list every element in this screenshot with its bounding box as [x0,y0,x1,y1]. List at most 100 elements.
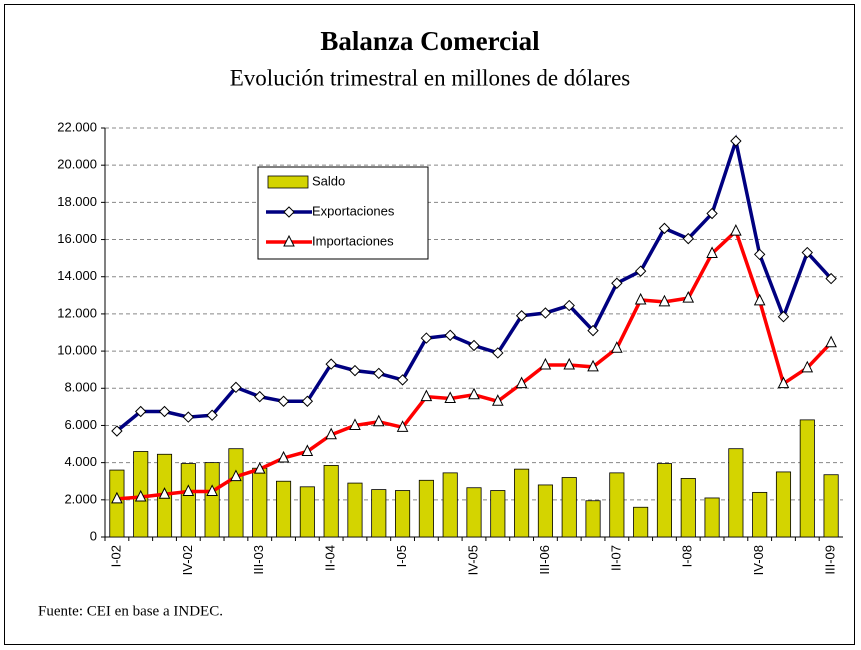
diamond-marker [230,381,242,394]
x-tick-label: IV-08 [751,545,766,575]
source-note: Fuente: CEI en base a INDEC. [38,603,223,619]
bar [347,482,363,538]
triangle-marker [420,389,433,402]
triangle-marker [825,335,837,348]
bar [228,448,244,538]
triangle-marker [444,391,457,403]
triangle-marker [491,394,504,406]
triangle-marker [396,420,409,432]
y-tick-label: 2.000 [64,491,97,506]
bar [585,500,601,538]
diamond-marker [135,405,147,418]
triangle-marker [111,491,123,504]
bar [418,479,434,538]
bar [561,477,577,538]
legend-label: Saldo [312,173,345,188]
diamond-marker [658,222,671,235]
triangle-marker [730,224,742,236]
triangle-marker [230,469,242,482]
chart-subtitle: Evolución trimestral en millones de dóla… [230,65,631,90]
y-tick-label: 4.000 [64,454,97,469]
diamond-marker [325,358,337,370]
bar [823,474,839,538]
triangle-marker [777,376,790,389]
bar [514,468,530,538]
triangle-marker [801,360,814,373]
frame [4,4,855,645]
bar [609,472,625,538]
bar [276,480,292,538]
diamond-marker [706,207,718,220]
diamond-marker [373,367,385,380]
bar [466,487,482,538]
diamond-marker [349,364,361,377]
bar [680,478,696,538]
legend-swatch [267,175,309,189]
bar [204,462,220,538]
diamond-marker [587,324,599,337]
bar [323,465,339,538]
triangle-marker [587,359,599,372]
y-tick-label: 18.000 [57,194,97,209]
y-tick-label: 8.000 [64,380,97,395]
x-tick-label: III-09 [823,545,838,575]
diamond-marker [111,425,123,437]
x-tick-label: III-03 [251,545,266,575]
triangle-marker [753,293,766,306]
bar [442,472,458,538]
diamond-marker [301,395,314,407]
triangle-marker [253,462,266,474]
diamond-marker [825,272,837,285]
diamond-marker [492,347,504,359]
diamond-marker [206,409,218,421]
triangle-marker [372,414,385,427]
bar [252,467,268,538]
diamond-marker [753,248,766,261]
diamond-marker [634,265,647,277]
diamond-marker [158,405,171,418]
x-tick-label: I-05 [394,545,409,567]
diamond-marker [539,307,552,319]
x-tick-label: II-04 [323,545,338,571]
triangle-marker [158,487,171,499]
x-tick-label: IV-02 [180,545,195,575]
diamond-marker [563,299,575,312]
diamond-marker [777,310,790,323]
y-tick-label: 22.000 [57,119,97,134]
triangle-marker [539,357,552,370]
diamond-marker [801,246,813,259]
diamond-marker [468,339,480,352]
triangle-marker [706,246,718,258]
bar [371,489,387,538]
x-tick-label: II-07 [608,545,623,571]
triangle-marker [468,387,480,400]
x-tick-label: I-02 [108,545,123,567]
triangle-marker [682,290,695,303]
diamond-marker [420,332,433,344]
triangle-marker [634,292,647,305]
diamond-marker [444,329,456,341]
bar [799,419,815,538]
bar [537,484,553,538]
triangle-marker [611,341,623,353]
diamond-marker [515,310,528,322]
x-tick-label: III-06 [537,545,552,575]
diamond-marker [182,411,195,423]
triangle-marker [349,418,361,430]
triangle-marker [325,427,337,440]
triangle-marker [515,376,528,389]
diamond-marker [611,277,623,289]
legend-label: Importaciones [312,233,394,248]
x-tick-label: I-08 [680,545,695,567]
x-tick-label: IV-05 [465,545,480,575]
diamond-marker [682,232,694,245]
bar [633,506,649,538]
triangle-marker [301,444,314,456]
bar [299,486,315,538]
bar [704,497,720,538]
bar [656,463,672,538]
legend-label: Exportaciones [312,203,395,218]
triangle-marker [277,450,290,463]
triangle-marker [658,294,671,307]
